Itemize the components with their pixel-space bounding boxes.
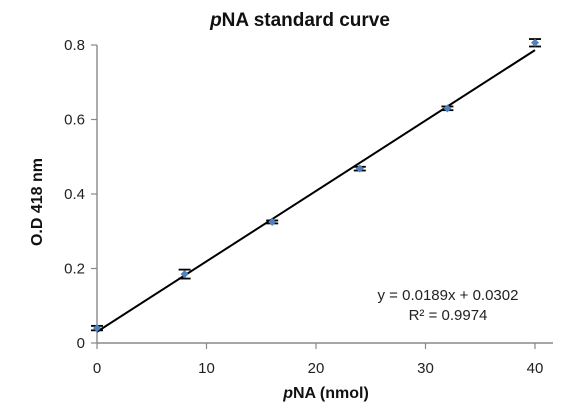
- data-point: [443, 104, 452, 113]
- data-point: [180, 270, 189, 279]
- x-tick-label: 20: [308, 360, 325, 377]
- x-axis-label: pNA (nmol): [282, 385, 369, 402]
- trendline-layer: [96, 49, 536, 333]
- y-axis-label: O.D 418 nm: [29, 158, 46, 246]
- x-tick-label: 10: [198, 360, 215, 377]
- data-point: [531, 38, 539, 47]
- y-tick-label: 0.4: [64, 186, 85, 203]
- data-point: [355, 164, 364, 173]
- y-tick-label: 0.6: [64, 112, 85, 129]
- data-marks: [91, 38, 541, 333]
- data-point: [268, 217, 277, 226]
- axes: [91, 44, 553, 349]
- data-point: [93, 324, 101, 333]
- x-tick-label: 30: [417, 360, 434, 377]
- y-tick-label: 0.2: [64, 261, 85, 278]
- y-tick-label: 0: [77, 335, 85, 352]
- trendline-r-squared: R² = 0.9974: [409, 307, 488, 324]
- tick-labels: 0 0.2 0.4 0.6 0.8 0 10 20 30 40: [64, 37, 543, 377]
- x-tick-label: 0: [93, 360, 101, 377]
- chart-title: pNA standard curve: [209, 10, 390, 31]
- trendline: [96, 49, 536, 333]
- y-tick-label: 0.8: [64, 37, 85, 54]
- x-tick-label: 40: [527, 360, 544, 377]
- trendline-equation: y = 0.0189x + 0.0302: [378, 287, 519, 304]
